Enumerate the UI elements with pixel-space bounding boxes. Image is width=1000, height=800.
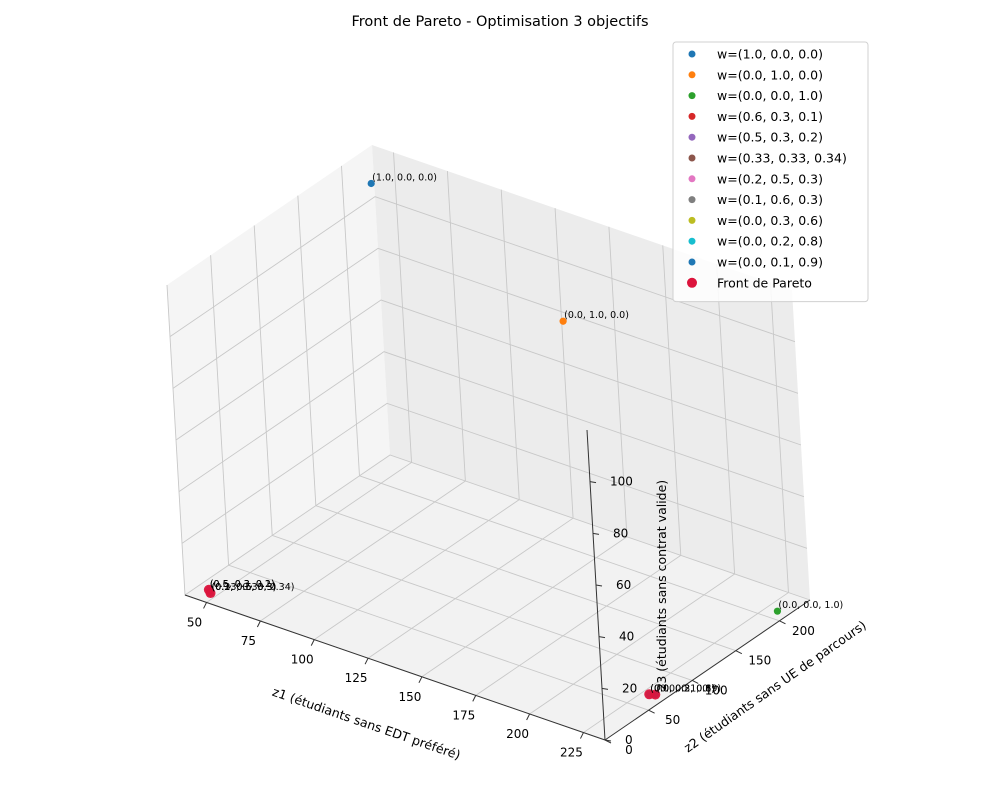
z-tick-mark [595,584,603,587]
legend-marker [688,196,696,204]
z-tick-mark [601,687,609,690]
x-axis-label: z1 (étudiants sans EDT préféré) [270,684,462,763]
series-point [559,317,567,325]
y-tick-mark [735,650,743,655]
point-annotation: (0.0, 0.1, 0.9) [656,684,721,695]
point-annotation: (0.33, 0.33, 0.34) [212,582,295,593]
legend-entry: w=(0.1, 0.6, 0.3) [717,192,823,207]
point-annotation: (0.0, 1.0, 0.0) [564,310,629,321]
z-tick-mark [592,532,600,535]
point-annotation: (1.0, 0.0, 0.0) [372,172,437,183]
legend-marker [688,133,696,141]
z-tick-label: 100 [610,475,633,489]
z-tick-mark [589,481,597,484]
x-tick-label: 225 [560,746,583,760]
x-tick-label: 100 [291,653,314,667]
x-tick-mark [203,602,207,609]
floor-pane [185,455,810,740]
x-tick-label: 200 [506,727,529,741]
grid-line-z [172,247,799,394]
z-tick-label: 20 [622,681,637,695]
x-tick-mark [472,695,477,702]
chart-title: Front de Pareto - Optimisation 3 objecti… [351,14,648,30]
tick-labels: 50 75 100 125 150 175 200 225 0 50 100 150 200 0 20 40 6… [187,475,815,760]
legend: w=(1.0, 0.0, 0.0) w=(0.0, 1.0, 0.0) w=(0.0… [672,41,869,303]
legend-entry: w=(0.0, 0.0, 1.0) [717,88,823,103]
pareto-point [205,588,216,599]
y-tick-label: 100 [705,683,728,697]
z-tick-label: 80 [613,526,628,540]
point-annotation: (0.6, 0.3, 0.1) [210,579,275,590]
point-annotation: (0.0, 0.2, 0.8) [650,683,715,694]
grid-line-z [178,351,805,498]
legend-entry: w=(0.0, 0.2, 0.8) [717,234,823,249]
z-tick-label: 60 [616,578,631,592]
z-tick-label: 40 [619,630,634,644]
x-tick-mark [310,639,315,646]
point-annotation: (0.0, 0.0, 1.0) [778,600,843,611]
y-tick-label: 200 [792,624,815,638]
pareto-point [650,689,661,700]
legend-marker [688,71,696,79]
legend-marker [688,258,696,266]
x-tick-label: 175 [452,708,475,722]
legend-entry: w=(0.5, 0.3, 0.2) [717,130,823,145]
y-tick-mark [779,620,786,625]
point-annotation: (0.5, 0.3, 0.2) [210,579,275,590]
z-tick-label: 0 [625,733,633,747]
legend-entry: w=(0.0, 1.0, 0.0) [717,67,823,82]
grid-line-z [175,299,802,446]
y-tick-mark [648,709,655,714]
grid-line-z [169,196,796,343]
legend-marker [688,92,696,100]
point-annotations: (1.0, 0.0, 0.0) (0.0, 1.0, 0.0) (0.0, 0.0,… [210,172,843,694]
legend-marker [688,175,696,183]
series-point [773,607,782,615]
grid-line-z [181,402,808,549]
legend-entry: Front de Pareto [717,275,812,290]
point-annotation: (0.0, 0.3, 0.6) [650,683,715,694]
z-tick-mark [604,739,612,742]
legend-marker [688,216,696,224]
x-tick-mark [580,732,584,739]
y-tick-label: 150 [748,654,771,668]
legend-entry: w=(1.0, 0.0, 0.0) [717,47,823,62]
point-annotation: (0.2, 0.5, 0.3) [212,582,277,593]
y-tick-label: 0 [625,743,633,757]
x-tick-mark [364,657,369,665]
x-tick-label: 150 [398,690,421,704]
x-tick-label: 125 [345,671,368,685]
legend-marker [688,154,696,162]
y-tick-mark [692,679,699,684]
legend-entry: w=(0.33, 0.33, 0.34) [717,151,847,166]
legend-marker [688,237,696,245]
point-annotation: (0.1, 0.6, 0.3) [212,582,277,593]
x-tick-mark [418,676,423,684]
x-tick-mark [256,620,261,628]
y-axis-line [604,599,811,741]
y-tick-label: 50 [665,713,680,727]
legend-entry: w=(0.0, 0.1, 0.9) [717,255,823,270]
legend-marker [688,112,696,120]
legend-entry: w=(0.6, 0.3, 0.1) [717,109,823,124]
series-point [367,179,375,188]
x-tick-label: 75 [241,634,256,648]
z-tick-mark [598,636,606,639]
x-axis-line [184,594,606,741]
legend-entry: w=(0.0, 0.3, 0.6) [717,213,823,228]
grid-line-z [184,454,811,601]
x-tick-mark [526,713,531,721]
legend-marker [688,50,696,58]
data-points [203,179,782,700]
z-axis-label: z3 (étudiants sans contrat valide) [654,480,669,690]
x-tick-label: 50 [187,615,202,629]
legend-entry: w=(0.2, 0.5, 0.3) [717,171,823,186]
legend-box [672,41,869,303]
legend-marker [687,277,697,288]
